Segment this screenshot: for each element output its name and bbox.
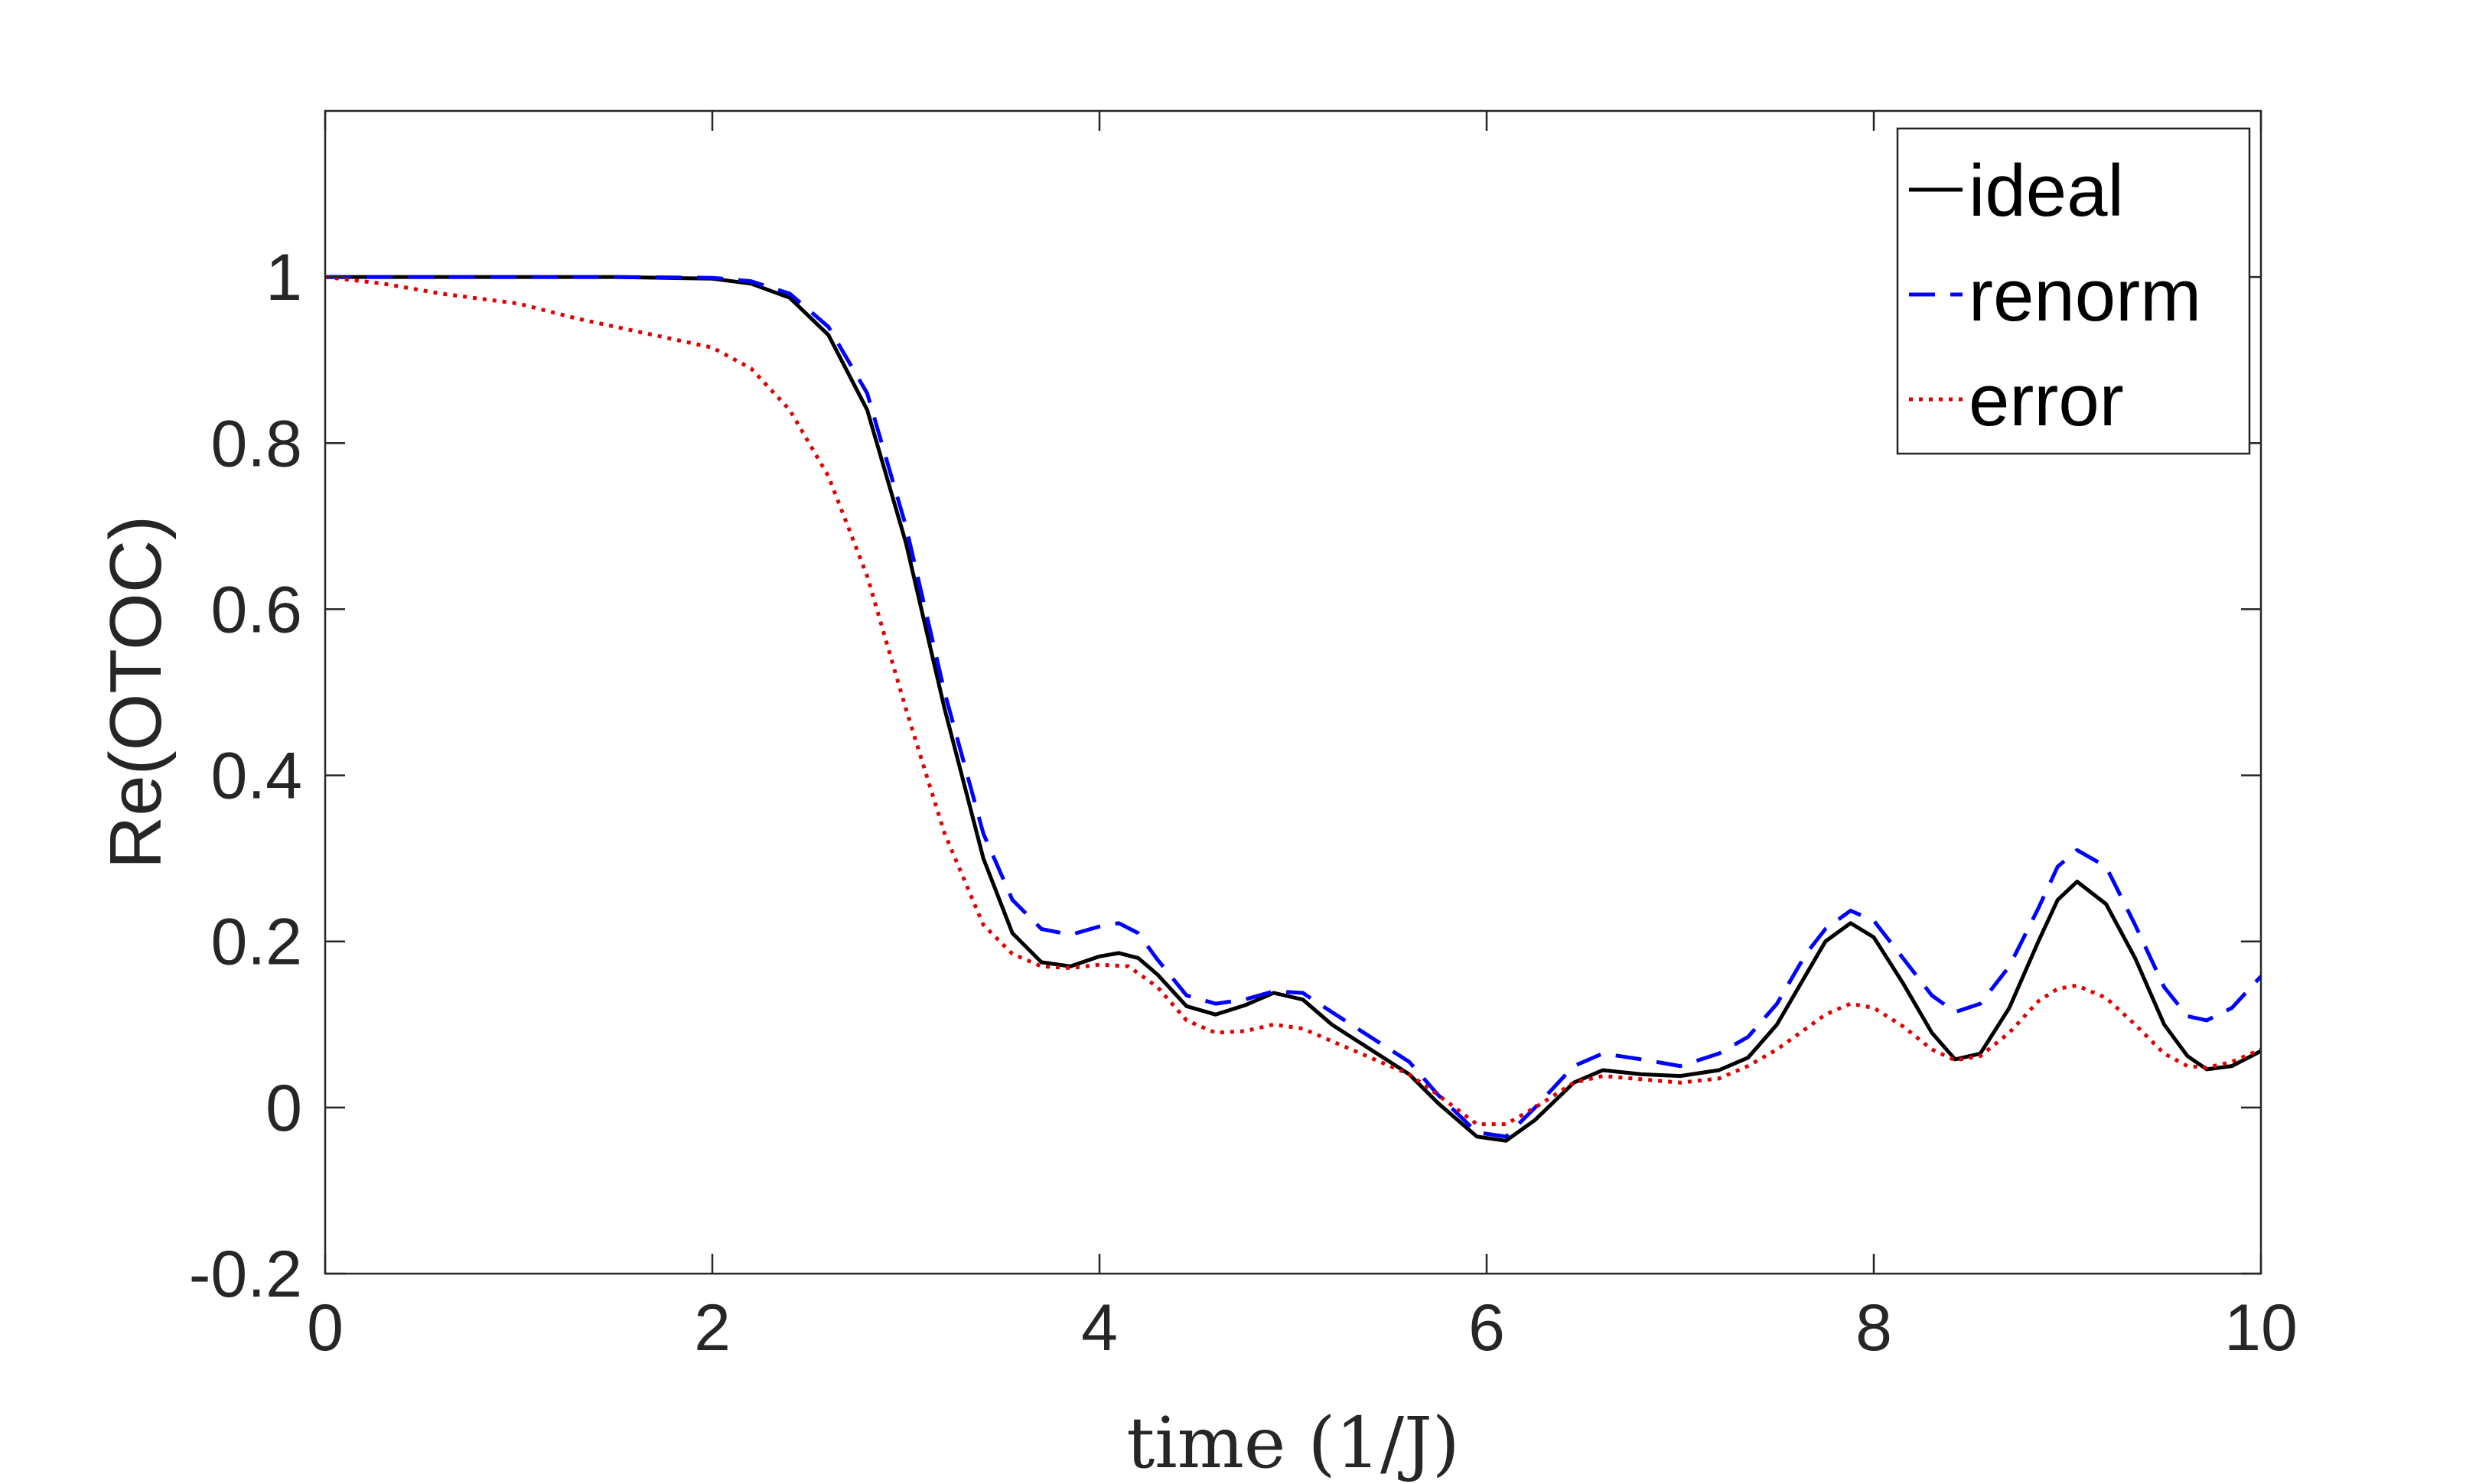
- x-tick-label: 10: [2224, 1291, 2298, 1365]
- legend-label-error: error: [1969, 360, 2124, 441]
- x-tick-label: 4: [1081, 1291, 1118, 1365]
- x-tick-label: 0: [307, 1291, 344, 1365]
- y-tick-label: 1: [265, 241, 302, 314]
- series-layer: [324, 275, 2262, 1143]
- series-line-error: [324, 275, 2262, 1127]
- y-axis-label: Re(OTOC): [95, 516, 177, 869]
- series-line-ideal: [325, 275, 2262, 1143]
- y-tick-label: 0.6: [210, 573, 302, 646]
- y-tick-label: 0: [265, 1072, 302, 1145]
- y-tick-label: 0.8: [210, 407, 302, 480]
- x-tick-label: 2: [694, 1291, 731, 1365]
- legend-label-ideal: ideal: [1969, 150, 2124, 232]
- y-tick-label: -0.2: [189, 1238, 302, 1311]
- legend-label-renorm: renorm: [1969, 255, 2201, 337]
- y-tick-label: 0.4: [210, 740, 302, 813]
- legend: ideal renorm error: [1896, 127, 2251, 455]
- axes-box: [324, 109, 2262, 1275]
- ticks-layer: 0 2 4 6 8 10-0.200.20.40.60.81: [189, 111, 2298, 1365]
- x-tick-label: 8: [1855, 1291, 1892, 1365]
- x-tick-label: 6: [1468, 1291, 1505, 1365]
- x-axis-label: time (1/J): [1126, 1402, 1460, 1484]
- legend-box: [1896, 127, 2251, 455]
- series-line-renorm: [325, 275, 2262, 1139]
- y-tick-label: 0.2: [210, 906, 302, 979]
